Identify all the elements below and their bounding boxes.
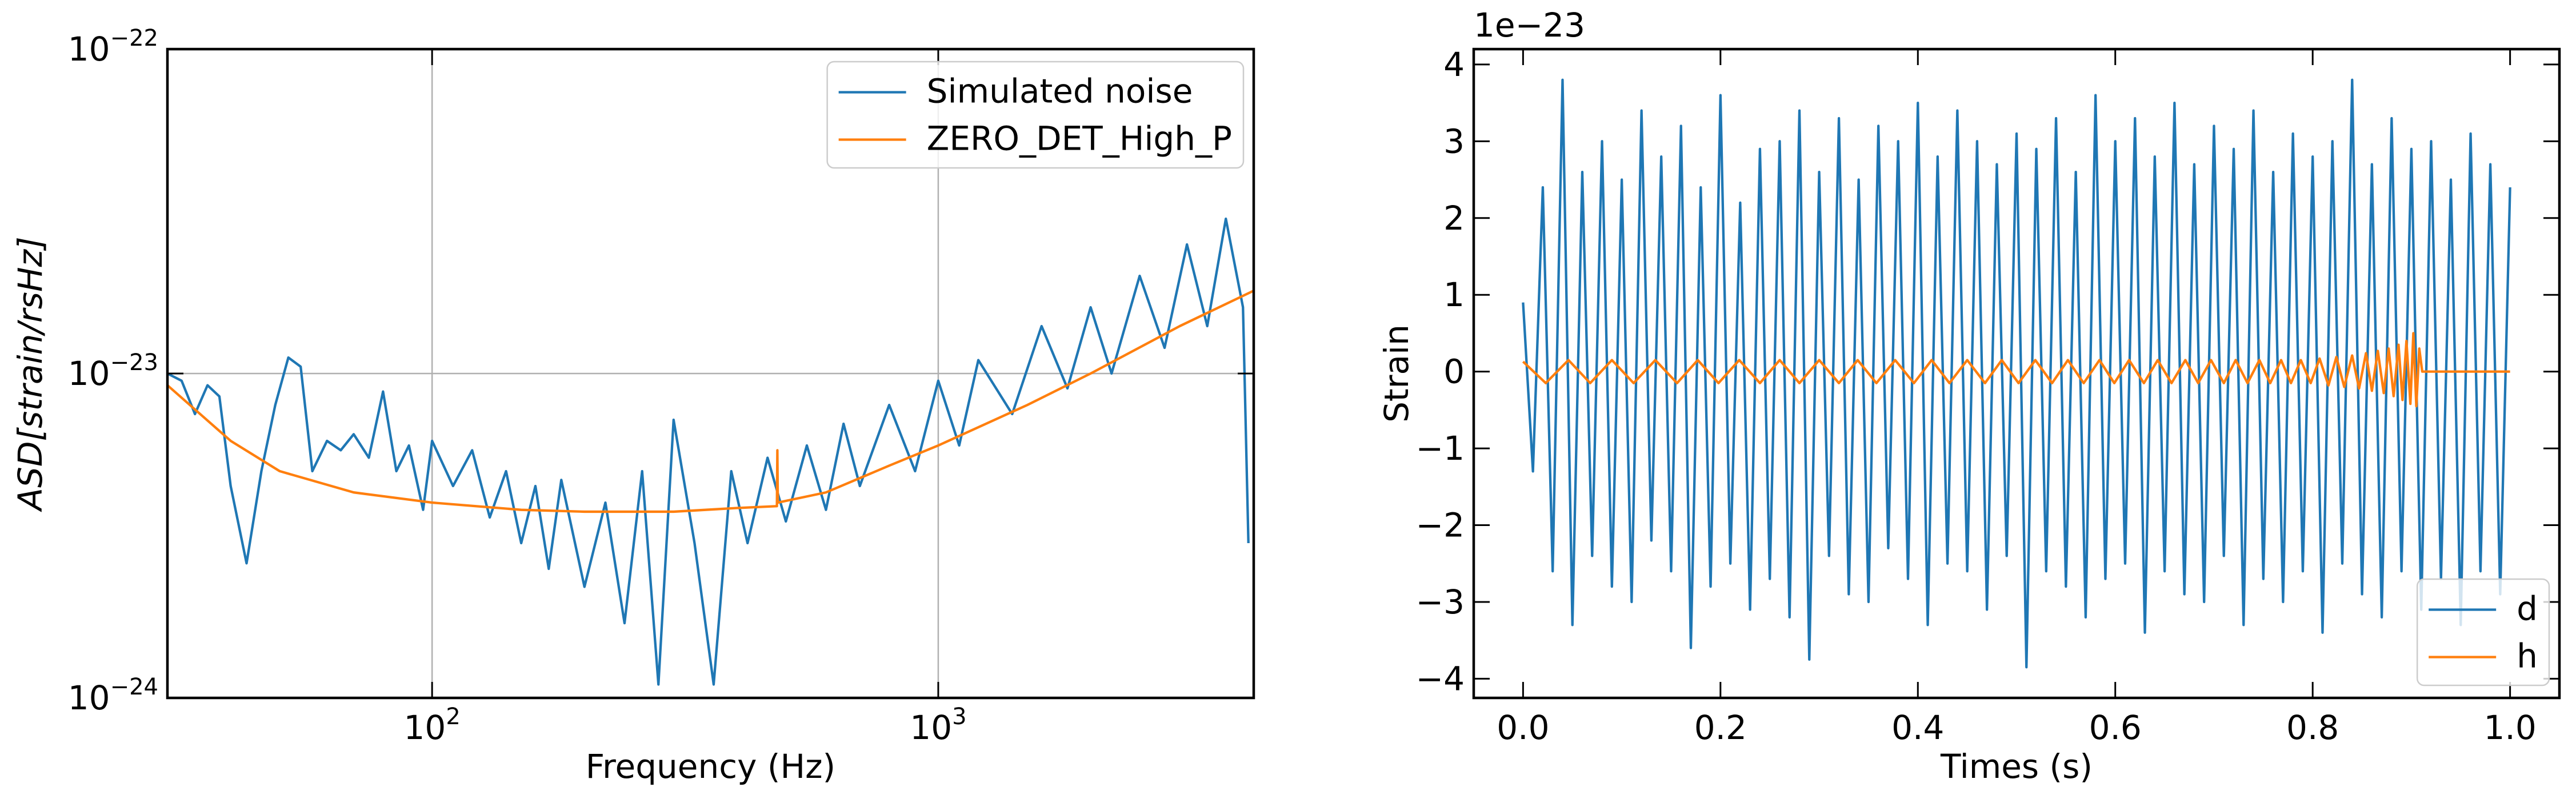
tick-base: 10: [404, 708, 446, 747]
plot-area: [1522, 78, 2511, 669]
tick-exponent: 3: [952, 704, 966, 730]
plot-area: [167, 217, 1254, 686]
tick-exponent: −22: [110, 25, 158, 51]
legend-label: Simulated noise: [927, 72, 1193, 111]
legend: Simulated noise ZERO_DET_High_P: [826, 61, 1245, 169]
axes-frame: [166, 47, 1255, 700]
x-tick-label: 0.2: [1694, 708, 1747, 747]
y-tick-label: −3: [1416, 583, 1465, 621]
tick-base: 10: [910, 708, 952, 747]
tick-base: 10: [68, 678, 110, 717]
y-tick-label: 1: [1443, 275, 1465, 314]
y-tick-label: −1: [1416, 429, 1465, 468]
y-tick-label: 2: [1443, 199, 1465, 238]
y-tick-label: 10−24: [68, 674, 158, 717]
tick-base: −1: [1416, 429, 1465, 468]
legend-label: h: [2517, 637, 2538, 676]
tick-base: 10: [68, 354, 110, 393]
legend-box: [2416, 578, 2550, 686]
y-axis-label: ASD[strain/rsHz]: [11, 236, 50, 512]
x-tick-label: 102: [404, 704, 461, 747]
x-axis-label: Frequency (Hz): [586, 747, 835, 786]
tick-base: −2: [1416, 506, 1465, 545]
series-line: [1522, 332, 2510, 408]
x-axis-label: Times (s): [1940, 747, 2093, 786]
x-tick-label: 0.0: [1497, 708, 1549, 747]
legend-label: d: [2517, 589, 2538, 628]
y-tick-label: 0: [1443, 352, 1465, 391]
y-tick-label: 10−23: [68, 350, 158, 393]
x-tick-label: 0.4: [1891, 708, 1944, 747]
tick-base: 10: [68, 30, 110, 69]
tick-base: 1.0: [2484, 708, 2537, 747]
axes: 0.0 0.2 0.4 0.6 0.8 1.0 −4 −3 −2 −1 0 1 2 3 4 Times (s)…: [1377, 6, 2561, 786]
tick-exponent: −24: [110, 674, 158, 700]
tick-base: 0.0: [1497, 708, 1549, 747]
tick-exponent: −23: [110, 350, 158, 376]
tick-base: −4: [1416, 659, 1465, 698]
tick-exponent: 2: [446, 704, 460, 730]
axes-frame: [1472, 47, 2561, 700]
x-tick-label: 103: [910, 704, 966, 747]
y-tick-label: −2: [1416, 506, 1465, 545]
legend-box: [826, 61, 1245, 169]
y-tick-label: 3: [1443, 122, 1465, 160]
y-tick-label: 10−22: [68, 25, 158, 69]
series-line: [167, 290, 1254, 513]
series-line: [1522, 78, 2511, 669]
legend: dh: [2416, 578, 2550, 686]
y-tick-label: −4: [1416, 659, 1465, 698]
offset-label: 1e−23: [1474, 6, 1585, 45]
series-line: [167, 217, 1250, 686]
x-tick-label: 0.6: [2089, 708, 2142, 747]
y-tick-label: 4: [1443, 45, 1465, 84]
x-tick-label: 1.0: [2484, 708, 2537, 747]
x-tick-label: 0.8: [2286, 708, 2339, 747]
tick-base: −3: [1416, 583, 1465, 621]
y-axis-label: Strain: [1377, 324, 1416, 423]
legend-label: ZERO_DET_High_P: [927, 119, 1232, 158]
